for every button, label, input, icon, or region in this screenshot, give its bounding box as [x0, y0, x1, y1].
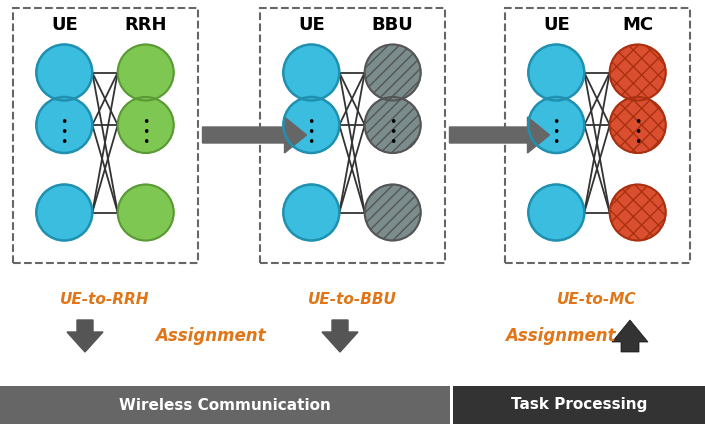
Polygon shape: [612, 320, 648, 352]
FancyBboxPatch shape: [259, 8, 444, 262]
Text: Assignment: Assignment: [154, 327, 265, 345]
Polygon shape: [202, 117, 307, 153]
Circle shape: [118, 97, 173, 153]
Polygon shape: [322, 320, 358, 352]
Polygon shape: [450, 117, 549, 153]
FancyBboxPatch shape: [505, 8, 689, 262]
Circle shape: [118, 184, 173, 240]
Bar: [0, 386, 450, 424]
Circle shape: [610, 184, 666, 240]
FancyBboxPatch shape: [13, 8, 197, 262]
Text: UE-to-RRH: UE-to-RRH: [60, 293, 149, 307]
Circle shape: [118, 45, 173, 100]
Circle shape: [36, 97, 92, 153]
Circle shape: [283, 45, 339, 100]
Circle shape: [364, 184, 421, 240]
Circle shape: [364, 97, 421, 153]
Text: Wireless Communication: Wireless Communication: [119, 398, 331, 413]
Circle shape: [283, 97, 339, 153]
Text: MC: MC: [622, 17, 654, 34]
Circle shape: [36, 45, 92, 100]
Circle shape: [36, 184, 92, 240]
Text: BBU: BBU: [372, 17, 414, 34]
Circle shape: [610, 45, 666, 100]
Text: Assignment: Assignment: [505, 327, 615, 345]
Bar: [453, 386, 705, 424]
Text: •
•
•: • • •: [553, 116, 560, 149]
Circle shape: [528, 45, 584, 100]
Text: UE-to-MC: UE-to-MC: [557, 293, 637, 307]
Text: UE: UE: [543, 17, 570, 34]
Text: UE: UE: [51, 17, 78, 34]
Text: UE: UE: [298, 17, 325, 34]
Text: •
•
•: • • •: [389, 116, 396, 149]
Circle shape: [528, 97, 584, 153]
Text: Task Processing: Task Processing: [511, 398, 647, 413]
Circle shape: [528, 184, 584, 240]
Text: •
•
•: • • •: [61, 116, 68, 149]
Text: •
•
•: • • •: [142, 116, 149, 149]
Text: RRH: RRH: [125, 17, 167, 34]
Circle shape: [283, 184, 339, 240]
Circle shape: [364, 45, 421, 100]
Text: UE-to-BBU: UE-to-BBU: [307, 293, 396, 307]
Text: •
•
•: • • •: [307, 116, 315, 149]
Polygon shape: [67, 320, 103, 352]
Circle shape: [610, 97, 666, 153]
Text: •
•
•: • • •: [634, 116, 642, 149]
